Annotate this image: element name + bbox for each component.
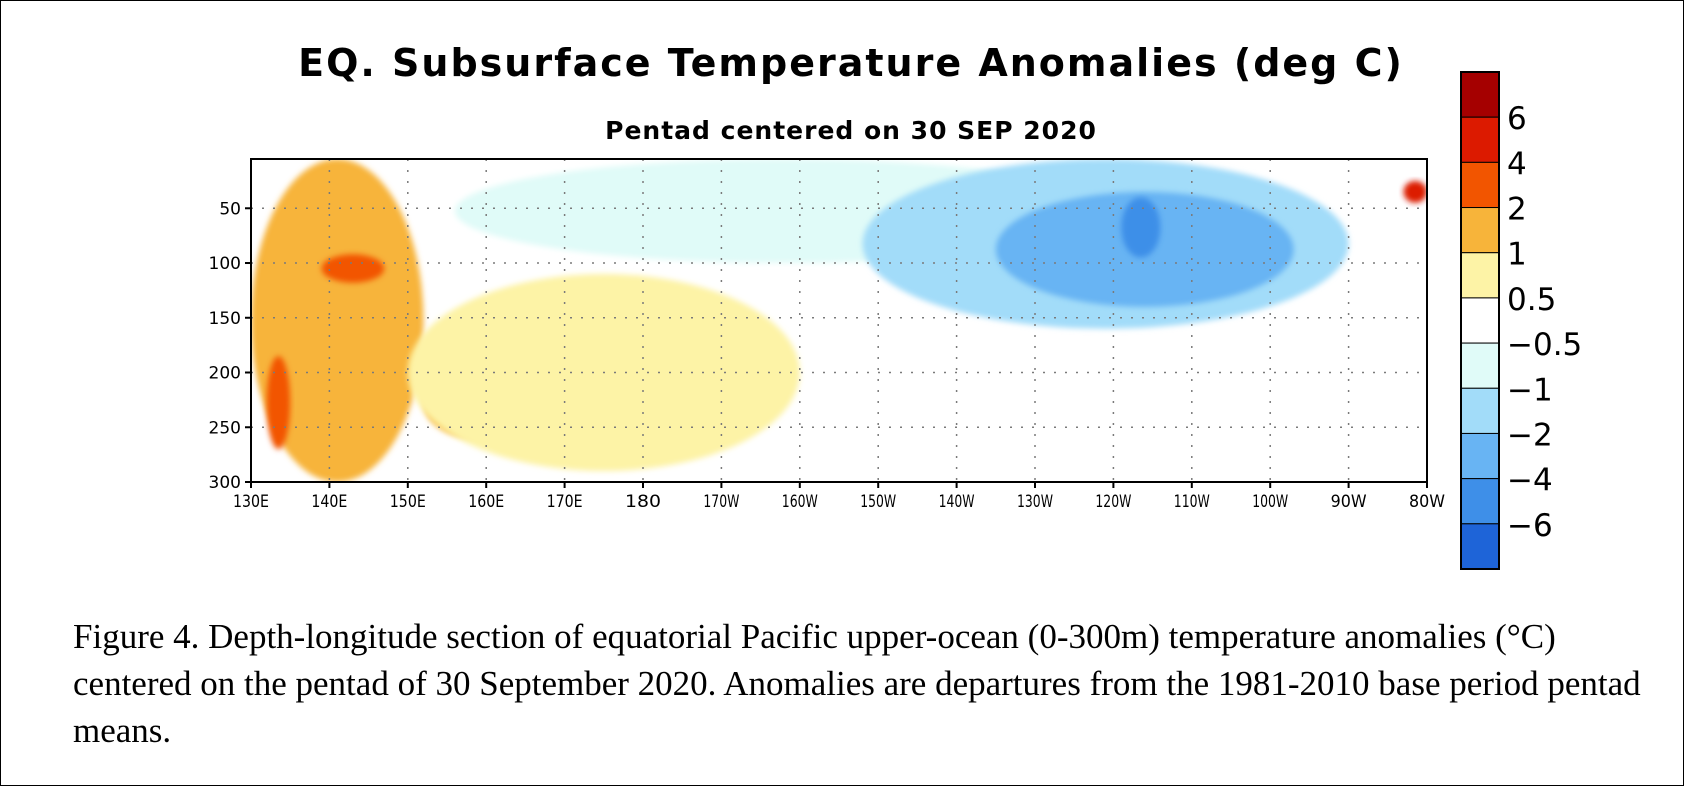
- colorbar-swatch: [1460, 387, 1500, 434]
- anomaly-region-2: [321, 254, 385, 283]
- colorbar-swatch: [1460, 252, 1500, 299]
- chart-subtitle: Pentad centered on 30 SEP 2020: [605, 116, 1097, 145]
- x-tick-label: 140E: [311, 492, 347, 512]
- x-tick-label: 160E: [468, 492, 504, 512]
- colorbar-label: −1: [1507, 372, 1553, 408]
- x-tick-label: 130W: [1017, 492, 1053, 512]
- colorbar-label: −2: [1507, 417, 1553, 453]
- anomaly-region-11: [1403, 180, 1427, 203]
- colorbar-swatch: [1460, 342, 1500, 389]
- x-tick-label: 170E: [547, 492, 583, 512]
- colorbar-label: 1: [1507, 237, 1527, 273]
- colorbar-label: −0.5: [1507, 327, 1582, 363]
- y-tick-label: 250: [209, 418, 241, 438]
- colorbar-swatch: [1460, 297, 1500, 344]
- colorbar-swatch: [1460, 432, 1500, 480]
- x-tick-label: 80W: [1409, 492, 1445, 512]
- x-tick-label: 120W: [1095, 492, 1131, 512]
- x-tick-label: 110W: [1174, 492, 1210, 512]
- x-tick-label: 100W: [1252, 492, 1288, 512]
- plot-area: [251, 159, 1427, 482]
- y-tick-label: 200: [209, 364, 241, 384]
- colorbar-label: 2: [1507, 192, 1527, 228]
- colorbar-swatch: [1460, 161, 1500, 209]
- anomaly-region-3: [266, 356, 291, 450]
- colorbar-label: −6: [1507, 508, 1553, 544]
- colorbar-label: 0.5: [1507, 282, 1556, 318]
- colorbar-border: [1460, 71, 1500, 570]
- y-axis: 50 100 150 200 250 300: [209, 199, 251, 493]
- colorbar-label: 6: [1507, 101, 1527, 137]
- x-tick-label: 130E: [233, 492, 269, 512]
- colorbar-swatch: [1460, 207, 1500, 254]
- anomaly-region-10: [1121, 197, 1161, 258]
- colorbar-label: −4: [1507, 463, 1553, 499]
- x-axis: 130E 140E 150E 160E 170E 180 170W 160W 150W 140W 1…: [233, 482, 1445, 512]
- y-tick-label: 150: [209, 309, 241, 329]
- plot-border: [250, 158, 1428, 483]
- plot-grid: [251, 159, 1427, 482]
- figure-caption: Figure 4. Depth-longitude section of equ…: [73, 617, 1641, 750]
- colorbar-swatch: [1460, 478, 1500, 525]
- colorbar-label: 4: [1507, 146, 1527, 182]
- x-tick-label: 90W: [1331, 492, 1367, 512]
- y-tick-label: 300: [209, 473, 241, 493]
- x-tick-label: 150E: [390, 492, 426, 512]
- x-tick-label: 180: [625, 492, 661, 512]
- chart-title: EQ. Subsurface Temperature Anomalies (de…: [298, 41, 1404, 85]
- colorbar-swatch: [1460, 116, 1500, 163]
- colorbar: 6 4 2 1 0.5 −0.5 −1 −2 −4 −6: [1460, 71, 1582, 570]
- x-tick-label: 160W: [782, 492, 818, 512]
- anomaly-region-1: [251, 159, 424, 482]
- x-tick-label: 140W: [939, 492, 975, 512]
- colorbar-swatch: [1460, 523, 1500, 570]
- y-tick-label: 100: [209, 254, 241, 274]
- x-tick-label: 150W: [860, 492, 896, 512]
- y-tick-label: 50: [219, 199, 241, 219]
- colorbar-swatch: [1460, 71, 1500, 118]
- x-tick-label: 170W: [703, 492, 739, 512]
